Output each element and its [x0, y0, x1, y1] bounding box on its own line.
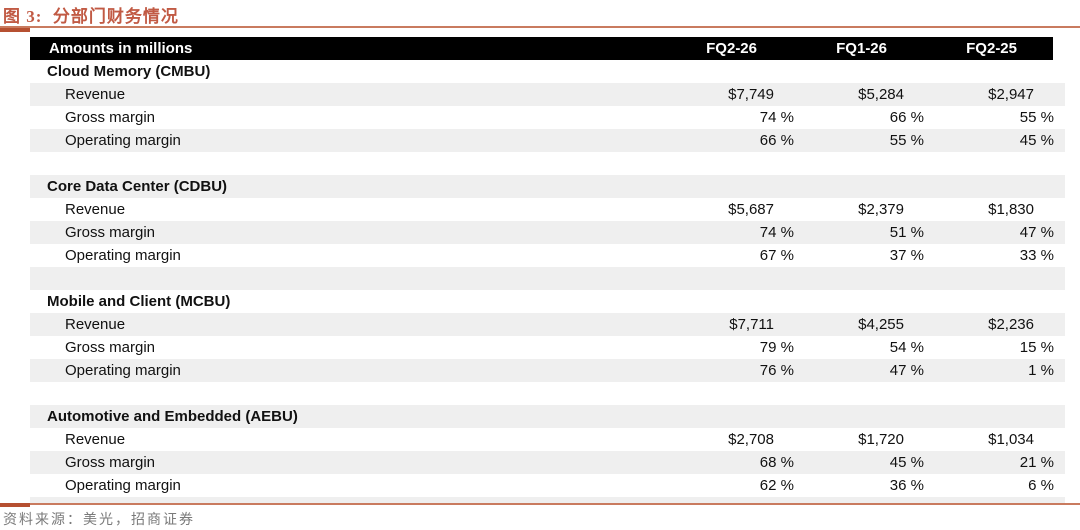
value-cell: $1,034	[988, 431, 1034, 448]
value-cell: 67 %	[759, 247, 794, 264]
metric-label: Gross margin	[65, 454, 156, 471]
separator-row	[30, 152, 1065, 175]
metric-row: Gross margin 68 % 45 % 21 %	[30, 451, 1065, 474]
value-cell: 21 %	[1019, 454, 1054, 471]
value-cell: $2,947	[988, 86, 1034, 103]
value-cell: $7,749	[728, 86, 774, 103]
value-cell: $7,711	[729, 316, 774, 333]
value-cell: 51 %	[889, 224, 924, 241]
value-cell: $4,255	[858, 316, 904, 333]
metric-row: Revenue $7,749 $5,284 $2,947	[30, 83, 1065, 106]
metric-label: Revenue	[65, 431, 126, 448]
figure-title: 图 3: 分部门财务情况	[3, 7, 179, 26]
value-cell: 15 %	[1019, 339, 1054, 356]
value-cell: 62 %	[759, 477, 794, 494]
value-cell: $2,708	[728, 431, 774, 448]
value-cell: $5,284	[858, 86, 904, 103]
value-cell: 66 %	[759, 132, 794, 149]
value-cell: $2,379	[858, 201, 904, 218]
value-cell: 68 %	[759, 454, 794, 471]
value-cell: 6 %	[1028, 477, 1054, 494]
value-cell: 1 %	[1028, 362, 1054, 379]
value-cell: 55 %	[889, 132, 924, 149]
column-header-fq2-25: FQ2-25	[966, 40, 1017, 57]
value-cell: 37 %	[889, 247, 924, 264]
metric-row: Gross margin 74 % 51 % 47 %	[30, 221, 1065, 244]
section-name: Mobile and Client (MCBU)	[47, 293, 231, 310]
table-header-row: Amounts in millions FQ2-26 FQ1-26 FQ2-25	[30, 37, 1053, 60]
metric-label: Gross margin	[65, 224, 156, 241]
metric-row: Operating margin 76 % 47 % 1 %	[30, 359, 1065, 382]
bottom-rule	[0, 503, 1080, 505]
section-name: Core Data Center (CDBU)	[47, 178, 228, 195]
value-cell: 45 %	[889, 454, 924, 471]
section-row: Automotive and Embedded (AEBU)	[30, 405, 1065, 428]
metric-row: Revenue $5,687 $2,379 $1,830	[30, 198, 1065, 221]
column-header-fq1-26: FQ1-26	[836, 40, 887, 57]
partial-separator-row	[30, 497, 1065, 503]
value-cell: 47 %	[1019, 224, 1054, 241]
value-cell: $5,687	[728, 201, 774, 218]
value-cell: 45 %	[1019, 132, 1054, 149]
section-row: Mobile and Client (MCBU)	[30, 290, 1065, 313]
title-underline-tab	[0, 28, 30, 32]
title-underline	[0, 26, 1080, 28]
metric-row: Operating margin 67 % 37 % 33 %	[30, 244, 1065, 267]
value-cell: 54 %	[889, 339, 924, 356]
metric-label: Revenue	[65, 316, 126, 333]
bottom-rule-tab	[0, 503, 30, 507]
value-cell: 36 %	[889, 477, 924, 494]
column-header-fq2-26: FQ2-26	[706, 40, 757, 57]
metric-row: Gross margin 74 % 66 % 55 %	[30, 106, 1065, 129]
metric-label: Operating margin	[65, 247, 181, 264]
source-note: 资料来源：美光，招商证券	[3, 513, 195, 528]
metric-label: Gross margin	[65, 339, 156, 356]
metric-label: Revenue	[65, 201, 126, 218]
metric-label: Revenue	[65, 86, 126, 103]
metric-row: Revenue $2,708 $1,720 $1,034	[30, 428, 1065, 451]
metric-label: Gross margin	[65, 109, 156, 126]
section-name: Automotive and Embedded (AEBU)	[47, 408, 298, 425]
value-cell: 47 %	[889, 362, 924, 379]
value-cell: 76 %	[759, 362, 794, 379]
separator-row	[30, 382, 1065, 405]
metric-label: Operating margin	[65, 132, 181, 149]
value-cell: 33 %	[1019, 247, 1054, 264]
metric-row: Gross margin 79 % 54 % 15 %	[30, 336, 1065, 359]
value-cell: $1,720	[858, 431, 904, 448]
table-header-label: Amounts in millions	[49, 40, 193, 57]
table-body: Cloud Memory (CMBU) Revenue $7,749 $5,284 $2…	[30, 60, 1065, 503]
separator-row	[30, 267, 1065, 290]
value-cell: $1,830	[988, 201, 1034, 218]
section-row: Cloud Memory (CMBU)	[30, 60, 1065, 83]
metric-label: Operating margin	[65, 477, 181, 494]
metric-row: Operating margin 62 % 36 % 6 %	[30, 474, 1065, 497]
segment-financials-table: Amounts in millions FQ2-26 FQ1-26 FQ2-25…	[30, 37, 1065, 503]
value-cell: 66 %	[889, 109, 924, 126]
value-cell: 74 %	[759, 224, 794, 241]
value-cell: $2,236	[988, 316, 1034, 333]
value-cell: 55 %	[1019, 109, 1054, 126]
value-cell: 79 %	[759, 339, 794, 356]
section-row: Core Data Center (CDBU)	[30, 175, 1065, 198]
metric-row: Revenue $7,711 $4,255 $2,236	[30, 313, 1065, 336]
metric-row: Operating margin 66 % 55 % 45 %	[30, 129, 1065, 152]
metric-label: Operating margin	[65, 362, 181, 379]
section-name: Cloud Memory (CMBU)	[47, 63, 211, 80]
value-cell: 74 %	[759, 109, 794, 126]
